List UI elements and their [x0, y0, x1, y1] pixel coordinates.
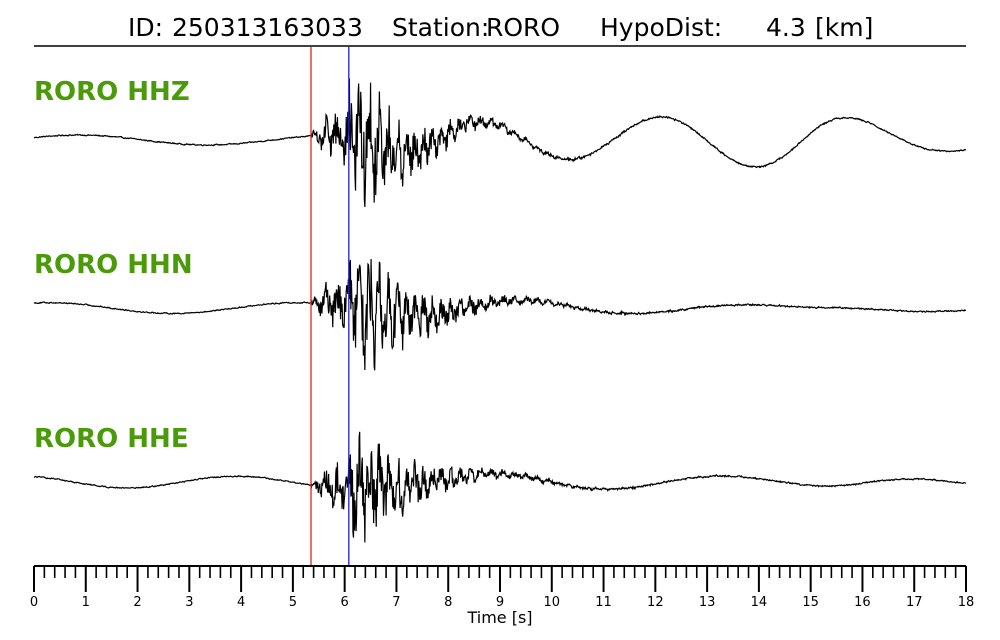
major-ticks [33, 566, 967, 592]
title-id-value: 250313163033 [172, 13, 363, 42]
tick-label: 1 [82, 595, 90, 610]
tick-label: 0 [30, 595, 38, 610]
x-axis-label: Time [s] [466, 608, 532, 627]
tick-label: 7 [392, 595, 400, 610]
channel-label-hhe: RORO HHE [34, 424, 189, 454]
time-axis: 0 1 2 3 4 5 6 7 8 9 10 11 12 13 14 15 16 17 18 [30, 565, 974, 610]
tick-label: 16 [854, 595, 871, 610]
tick-label: 9 [496, 595, 504, 610]
tick-label: 12 [647, 595, 664, 610]
tick-label: 6 [341, 595, 349, 610]
channel-label-hhn: RORO HHN [34, 250, 193, 280]
title-hypodist-value: 4.3 [766, 13, 806, 42]
title-station-label: Station: [392, 13, 489, 42]
trace-hhn [33, 258, 967, 371]
tick-labels: 0 1 2 3 4 5 6 7 8 9 10 11 12 13 14 15 16 17 18 [30, 595, 974, 610]
tick-label: 4 [237, 595, 245, 610]
tick-label: 5 [289, 595, 297, 610]
title-hypodist-label: HypoDist: [600, 13, 722, 42]
title-station-value: RORO [486, 13, 560, 42]
tick-label: 10 [544, 595, 561, 610]
tick-label: 17 [906, 595, 923, 610]
tick-label: 13 [699, 595, 716, 610]
tick-label: 3 [185, 595, 193, 610]
minor-ticks [43, 566, 957, 578]
tick-label: 14 [751, 595, 768, 610]
trace-hhe [33, 431, 967, 543]
tick-label: 8 [444, 595, 452, 610]
title-hypodist-unit: [km] [815, 13, 873, 42]
channel-label-hhz: RORO HHZ [34, 77, 190, 107]
title-id-label: ID: [128, 13, 163, 42]
trace-hhz [33, 78, 967, 207]
tick-label: 2 [133, 595, 141, 610]
tick-label: 11 [595, 595, 612, 610]
tick-label: 15 [802, 595, 819, 610]
tick-label: 18 [958, 595, 975, 610]
